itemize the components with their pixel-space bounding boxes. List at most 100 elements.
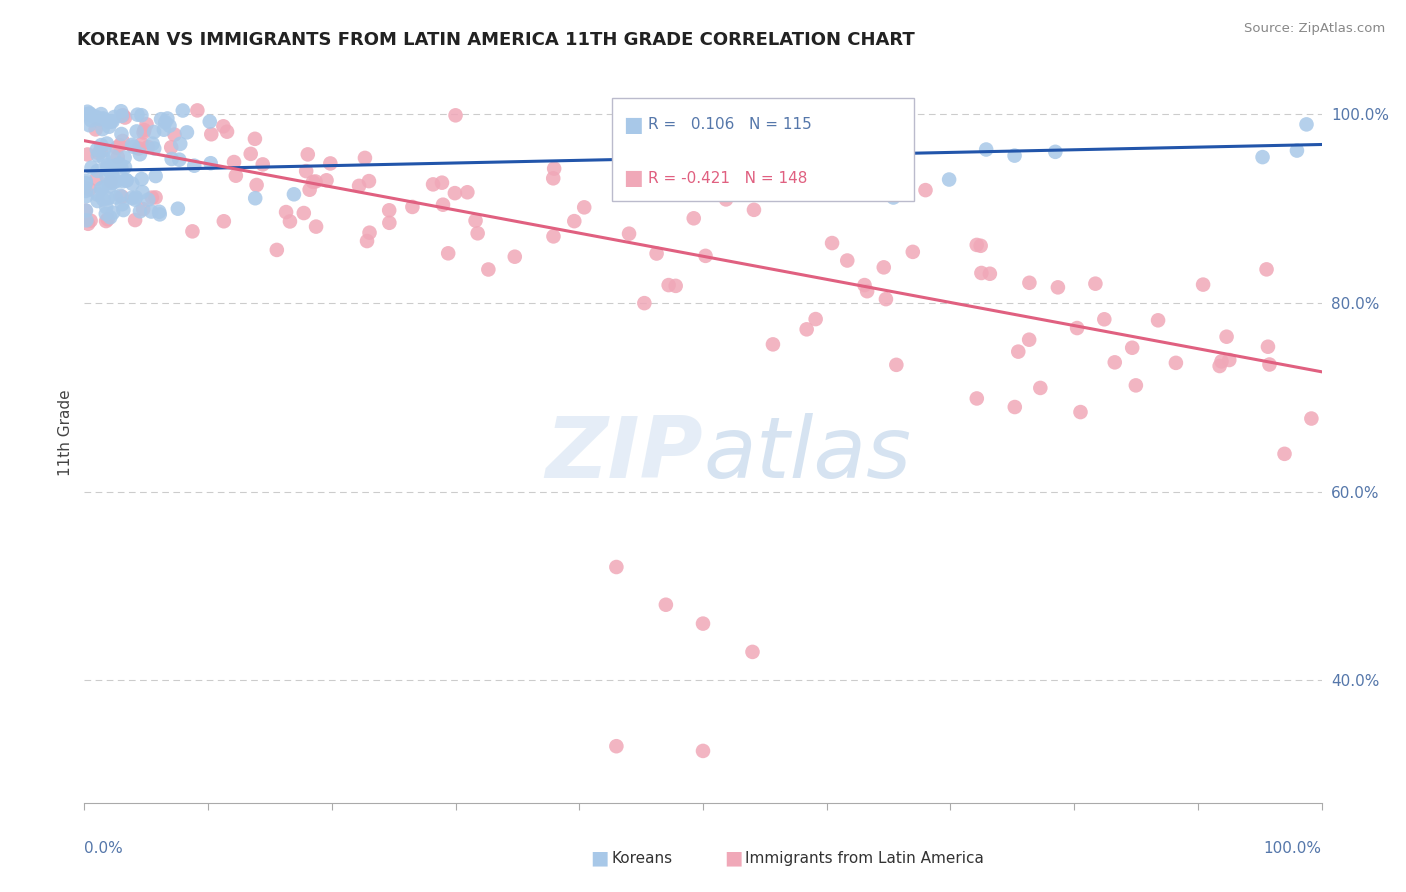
Point xyxy=(110,127,132,141)
Point xyxy=(134,123,156,137)
Point xyxy=(114,160,136,174)
Point xyxy=(156,112,179,126)
Point xyxy=(86,171,108,186)
Point xyxy=(315,173,337,187)
Point xyxy=(215,125,238,139)
Point xyxy=(87,146,110,161)
Point xyxy=(91,180,114,194)
Point xyxy=(1285,144,1308,158)
Point xyxy=(837,253,859,268)
Point xyxy=(692,616,714,631)
Point xyxy=(1301,411,1323,425)
Point xyxy=(96,169,118,184)
Point xyxy=(378,203,401,218)
Point xyxy=(605,739,627,754)
Point xyxy=(141,204,163,219)
Point xyxy=(741,645,763,659)
Point xyxy=(222,155,245,169)
Point xyxy=(246,178,269,192)
Point xyxy=(91,192,114,206)
Point xyxy=(76,107,98,121)
Y-axis label: 11th Grade: 11th Grade xyxy=(58,389,73,476)
Point xyxy=(1084,277,1107,291)
Point xyxy=(1004,148,1026,162)
Point xyxy=(1069,405,1091,419)
Text: atlas: atlas xyxy=(703,413,911,496)
Point xyxy=(115,173,138,187)
Point xyxy=(76,147,98,161)
Point xyxy=(200,156,222,170)
Point xyxy=(121,191,143,205)
Point xyxy=(103,149,125,163)
Point xyxy=(108,157,131,171)
Point xyxy=(633,296,655,310)
Point xyxy=(302,175,325,189)
Point xyxy=(966,238,988,252)
Point xyxy=(127,108,149,122)
Point xyxy=(110,161,132,175)
Point xyxy=(93,143,115,157)
Point xyxy=(89,112,111,127)
Point xyxy=(79,182,101,196)
Point xyxy=(169,136,191,151)
Point xyxy=(689,172,711,186)
Point xyxy=(1256,262,1278,277)
Point xyxy=(136,193,159,207)
Point xyxy=(75,213,97,227)
Point xyxy=(75,203,97,218)
Point xyxy=(101,114,124,128)
Point xyxy=(1018,333,1040,347)
Point xyxy=(1045,145,1067,159)
Point xyxy=(444,108,467,122)
Point xyxy=(101,205,124,219)
Point xyxy=(96,200,118,214)
Point xyxy=(131,108,153,122)
Point xyxy=(181,224,204,238)
Point xyxy=(198,114,221,128)
Point xyxy=(97,212,120,227)
Point xyxy=(319,156,342,170)
Point xyxy=(655,598,678,612)
Point xyxy=(1274,447,1296,461)
Point xyxy=(762,337,785,351)
Point xyxy=(456,186,478,200)
Point xyxy=(90,138,112,153)
Text: R = -0.421   N = 148: R = -0.421 N = 148 xyxy=(648,171,807,186)
Point xyxy=(503,250,526,264)
Point xyxy=(437,246,460,260)
Point xyxy=(617,227,640,241)
Point xyxy=(129,147,152,161)
Point xyxy=(702,157,724,171)
Point xyxy=(111,190,134,204)
Point xyxy=(111,197,134,211)
Point xyxy=(1218,353,1240,368)
Point xyxy=(86,187,108,202)
Point xyxy=(1192,277,1215,292)
Point xyxy=(131,172,153,186)
Point xyxy=(562,214,585,228)
Point xyxy=(86,112,108,126)
Point xyxy=(87,148,110,162)
Point xyxy=(1215,329,1237,343)
Point xyxy=(129,204,152,219)
Point xyxy=(853,278,876,293)
Point xyxy=(97,115,120,129)
Point xyxy=(86,143,108,157)
Point xyxy=(401,200,423,214)
Point xyxy=(112,174,135,188)
Point xyxy=(96,136,118,151)
Point xyxy=(1257,340,1279,354)
Point xyxy=(1295,117,1317,131)
Point xyxy=(873,260,896,275)
Point xyxy=(176,125,198,139)
Point xyxy=(150,112,173,127)
Point xyxy=(283,187,305,202)
Point xyxy=(1046,280,1069,294)
Point xyxy=(97,191,120,205)
Point xyxy=(131,136,153,151)
Point xyxy=(278,214,301,228)
Point xyxy=(1066,321,1088,335)
Point xyxy=(131,185,153,199)
Point xyxy=(93,151,115,165)
Point xyxy=(125,190,148,204)
